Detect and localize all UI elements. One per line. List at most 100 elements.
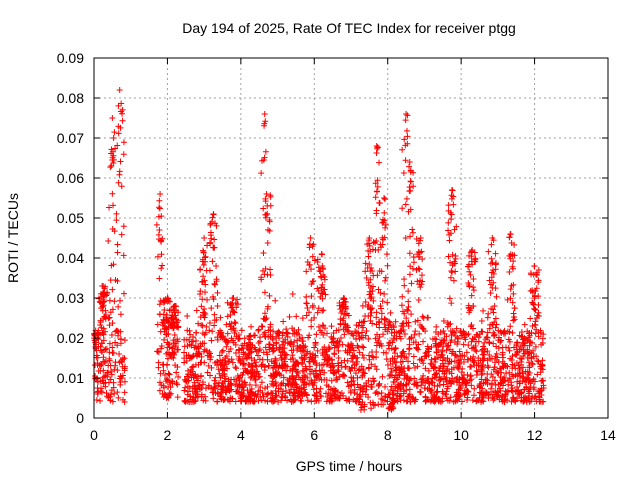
data-point xyxy=(231,319,238,326)
data-point xyxy=(498,369,505,376)
data-point xyxy=(188,354,195,361)
data-point xyxy=(232,398,239,405)
data-point xyxy=(460,328,467,335)
data-point xyxy=(186,327,193,334)
data-point xyxy=(349,344,356,351)
data-point xyxy=(161,306,168,313)
data-point xyxy=(165,331,172,338)
data-point xyxy=(366,242,373,249)
data-point xyxy=(392,318,399,325)
data-point xyxy=(282,387,289,394)
data-point xyxy=(206,239,213,246)
data-point xyxy=(182,397,189,404)
data-point xyxy=(224,313,231,320)
data-point xyxy=(317,327,324,334)
data-point xyxy=(209,389,216,396)
data-point xyxy=(468,322,475,329)
data-point xyxy=(370,354,377,361)
data-point xyxy=(229,359,236,366)
data-point xyxy=(484,329,491,336)
data-point xyxy=(410,353,417,360)
data-point xyxy=(109,344,116,351)
data-point xyxy=(403,127,410,134)
data-point xyxy=(404,365,411,372)
data-point xyxy=(381,195,388,201)
data-point xyxy=(368,361,375,368)
data-point xyxy=(356,366,363,373)
data-point xyxy=(114,277,121,284)
data-point xyxy=(233,365,240,372)
axis-ticks: 0 2 4 6 8 10 12 14 0 0.01 0.02 0.03 0.04 0.05 0.06 0.07… xyxy=(57,50,616,443)
data-point xyxy=(154,321,161,328)
data-point xyxy=(513,341,520,348)
data-point xyxy=(402,235,409,242)
data-point xyxy=(201,277,208,284)
data-point xyxy=(252,332,259,339)
data-point xyxy=(262,385,269,392)
data-point xyxy=(184,342,191,349)
data-point xyxy=(271,360,278,367)
data-point xyxy=(354,381,361,388)
data-point xyxy=(211,236,218,243)
data-point xyxy=(211,317,218,324)
data-point xyxy=(104,290,111,297)
data-point xyxy=(235,332,242,339)
data-point xyxy=(261,289,268,296)
data-point xyxy=(471,385,478,392)
data-point xyxy=(231,309,238,316)
data-point xyxy=(198,322,205,329)
data-point xyxy=(313,331,320,338)
data-point xyxy=(367,248,374,255)
data-point xyxy=(115,303,122,310)
data-point xyxy=(284,333,291,340)
y-tick-label: 0.06 xyxy=(57,170,84,186)
data-point xyxy=(117,328,124,335)
data-point xyxy=(118,100,125,107)
data-point xyxy=(376,267,383,274)
data-point xyxy=(359,404,366,411)
data-point xyxy=(210,244,217,251)
y-tick-label: 0.07 xyxy=(57,130,84,146)
data-point xyxy=(94,378,101,385)
data-point xyxy=(222,389,229,396)
data-point xyxy=(321,273,328,280)
data-point xyxy=(192,371,199,378)
data-point xyxy=(304,304,311,311)
data-point xyxy=(230,376,237,383)
data-point xyxy=(251,392,258,399)
data-point xyxy=(392,345,399,352)
data-point xyxy=(167,351,174,358)
data-point xyxy=(274,329,281,336)
data-point xyxy=(214,389,221,396)
data-point xyxy=(505,336,512,343)
data-point xyxy=(414,363,421,370)
data-point xyxy=(525,379,532,386)
data-point xyxy=(98,360,105,367)
data-point xyxy=(319,322,326,329)
data-point xyxy=(428,361,435,368)
data-point xyxy=(181,355,188,362)
data-point xyxy=(413,236,420,243)
data-point xyxy=(201,235,208,241)
data-point xyxy=(264,240,271,247)
data-point xyxy=(345,312,352,319)
data-point xyxy=(341,331,348,338)
data-point xyxy=(391,350,398,357)
data-point xyxy=(362,260,369,267)
data-point xyxy=(249,360,256,367)
data-point xyxy=(328,356,335,363)
data-point xyxy=(517,378,524,385)
data-point xyxy=(493,293,500,300)
data-point xyxy=(366,356,373,363)
data-point xyxy=(164,295,171,301)
data-point xyxy=(165,355,172,362)
data-point xyxy=(158,265,165,272)
data-point xyxy=(115,179,122,186)
data-point xyxy=(399,146,406,153)
data-point xyxy=(372,239,379,246)
data-point xyxy=(206,267,213,274)
data-point xyxy=(308,266,315,273)
y-tick-label: 0.09 xyxy=(57,50,84,66)
data-point xyxy=(174,323,181,330)
data-point xyxy=(170,350,177,357)
